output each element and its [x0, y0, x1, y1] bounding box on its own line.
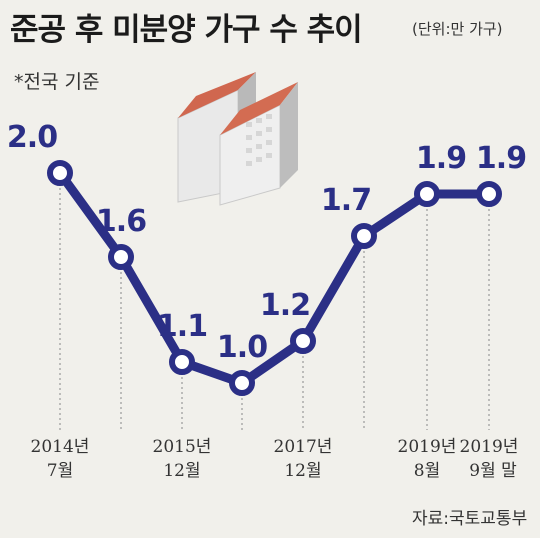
x-tick-label: 2019년 [460, 437, 519, 457]
x-tick-sublabel: 12월 [163, 461, 200, 481]
x-tick-sublabel: 7월 [47, 461, 73, 481]
scope-note: *전국 기준 [14, 71, 99, 93]
chart-title: 준공 후 미분양 가구 수 추이 [10, 12, 362, 48]
apartment-illustration [177, 72, 298, 206]
x-tick-label: 2017년 [274, 437, 333, 457]
value-label: 1.9 [416, 141, 466, 176]
x-tick-sublabel: 12월 [284, 461, 321, 481]
data-point [476, 181, 502, 207]
x-axis-labels: 2014년 7월 2015년 12월 2017년 12월 2019년 8월 2019년 9월 말 [31, 437, 519, 481]
data-point [47, 160, 73, 186]
value-label: 1.6 [96, 204, 146, 239]
x-tick-label: 2015년 [153, 437, 212, 457]
value-labels: 2.0 1.6 1.1 1.0 1.2 1.7 1.9 1.9 [7, 120, 527, 365]
x-tick-sublabel: 9월 말 [469, 461, 517, 481]
value-label: 1.1 [157, 309, 207, 344]
data-point [169, 349, 195, 375]
data-point [229, 370, 255, 396]
x-tick-sublabel: 8월 [414, 461, 440, 481]
value-label: 2.0 [7, 120, 57, 155]
data-points [47, 160, 502, 396]
value-label: 1.0 [217, 330, 267, 365]
value-label: 1.2 [260, 288, 310, 323]
value-label: 1.7 [321, 183, 371, 218]
unit-label: (단위:만 가구) [412, 20, 503, 38]
guide-lines [59, 183, 490, 430]
x-tick-label: 2014년 [31, 437, 90, 457]
data-point [351, 223, 377, 249]
data-point [290, 328, 316, 354]
data-point [414, 181, 440, 207]
x-tick-label: 2019년 [398, 437, 457, 457]
source-label: 자료:국토교통부 [412, 509, 527, 529]
data-point [108, 244, 134, 270]
value-label: 1.9 [476, 141, 526, 176]
